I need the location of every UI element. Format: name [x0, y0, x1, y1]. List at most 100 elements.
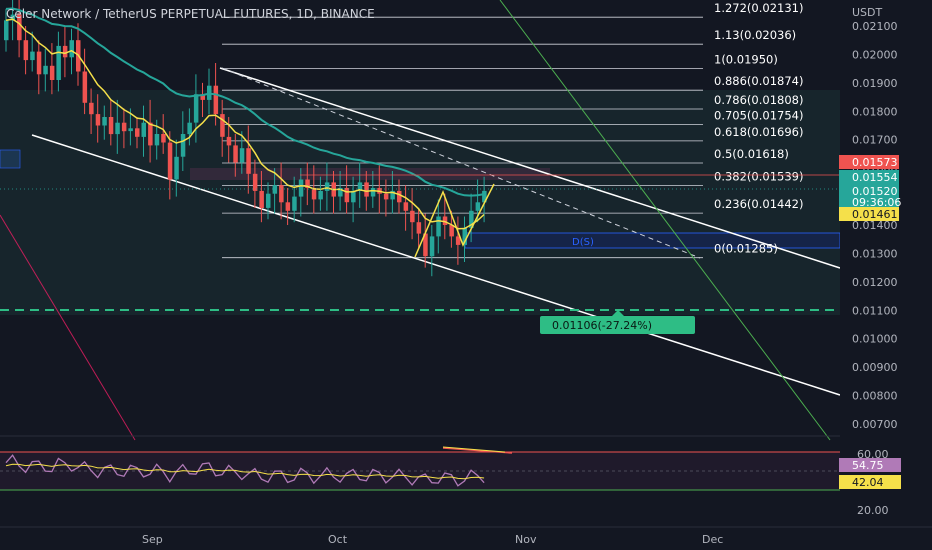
candle-body — [135, 128, 140, 137]
candle-body — [442, 216, 448, 225]
candle-body — [482, 190, 487, 203]
candle-body — [318, 190, 323, 200]
candle-body — [187, 122, 192, 135]
candle-body — [95, 114, 101, 126]
fib-label: 0.786(0.01808) — [714, 93, 803, 107]
price-tick: 0.01200 — [852, 276, 898, 289]
candle-body — [239, 148, 245, 163]
candle-body — [154, 134, 160, 146]
candle-body — [266, 193, 271, 208]
upper-price-tag — [839, 155, 899, 169]
price-ticks: 0.021000.020000.019000.018000.017000.016… — [852, 20, 898, 431]
candle-body — [148, 122, 153, 146]
fib-label: 1.13(0.02036) — [714, 28, 796, 42]
candle-body — [82, 71, 88, 103]
rsi-ma-tag — [839, 475, 901, 489]
price-tick: 0.01300 — [852, 247, 898, 260]
channel-lower-line[interactable] — [31, 134, 841, 396]
candle-body — [436, 216, 441, 237]
rsi-tick-20: 20.00 — [857, 504, 889, 517]
fib-label: 0.618(0.01696) — [714, 125, 803, 139]
price-tick: 0.01100 — [852, 304, 898, 317]
rsi-value-label: 54.75 — [852, 459, 884, 472]
candle-body — [410, 210, 415, 223]
candle-body — [475, 202, 481, 211]
price-tick: 0.01000 — [852, 333, 898, 346]
candle-body — [49, 65, 55, 80]
candle-body — [180, 134, 186, 157]
demand-zone-label: D(S) — [572, 237, 594, 248]
price-tick: 0.00800 — [852, 390, 898, 403]
time-label-dec: Dec — [702, 533, 723, 546]
ma-line — [5, 7, 485, 197]
candle-body — [108, 117, 114, 135]
zigzag-line — [414, 183, 495, 258]
candle-body — [305, 179, 310, 188]
candle-body — [423, 233, 428, 257]
price-tick: 0.02100 — [852, 20, 898, 33]
candle-body — [449, 225, 454, 237]
fib-label: 0.886(0.01874) — [714, 74, 803, 88]
rsi-value-tag — [839, 458, 901, 472]
pink-trend-line[interactable] — [0, 214, 136, 441]
price-tick: 0.01800 — [852, 105, 898, 118]
ma-price-tag — [839, 170, 899, 184]
channel-mid-dashed[interactable] — [221, 67, 701, 259]
time-label-nov: Nov — [515, 533, 537, 546]
candle-body — [56, 45, 61, 80]
candle-body — [383, 193, 389, 200]
candle-body — [10, 14, 16, 21]
candle-body — [30, 51, 35, 61]
target-label: 0.01106(-27.24%) — [552, 319, 652, 332]
last-price-label: 0.01520 — [852, 185, 898, 198]
countdown-label: 09:36:06 — [852, 196, 901, 209]
candle-body — [115, 122, 120, 135]
target-arrow-icon — [612, 310, 624, 316]
candle-body — [213, 85, 219, 115]
candle-body — [272, 185, 278, 194]
candle-body — [279, 185, 284, 203]
candle-body — [89, 102, 94, 115]
fib-label: 0.382(0.01539) — [714, 170, 803, 184]
candle-body — [220, 114, 225, 137]
fib-label: 0.5(0.01618) — [714, 147, 789, 161]
ema-price-label: 0.01461 — [852, 208, 898, 221]
ma-price-label: 0.01554 — [852, 171, 898, 184]
candle-body — [403, 202, 409, 211]
ema-price-tag — [839, 207, 899, 221]
candle-body — [121, 122, 127, 132]
candle-body — [370, 188, 376, 197]
candle-body — [69, 40, 74, 58]
channel-upper-line[interactable] — [219, 67, 841, 269]
candle-body — [397, 190, 402, 203]
candle-body — [324, 182, 330, 191]
rsi-ma-line — [5, 463, 485, 480]
fib-label: 1.272(0.02131) — [714, 1, 803, 15]
candle-body — [141, 122, 146, 137]
resistance-zone — [190, 168, 550, 180]
candle-body — [17, 14, 22, 41]
last-price-tag — [839, 184, 899, 208]
candle-body — [252, 173, 258, 191]
time-label-sep: Sep — [142, 533, 163, 546]
fib-label: 0.705(0.01754) — [714, 108, 803, 122]
price-tick: 0.01700 — [852, 134, 898, 147]
candle-body — [311, 188, 317, 200]
candle-body — [233, 145, 238, 163]
candle-body — [298, 179, 304, 197]
candle-body — [455, 236, 461, 245]
candle-body — [128, 128, 133, 132]
candle-body — [200, 94, 205, 100]
candle-body — [4, 20, 9, 41]
candle-body — [416, 222, 422, 234]
candle-body — [364, 182, 369, 197]
candle-body — [462, 227, 467, 245]
candle-body — [390, 190, 395, 200]
green-trend-line[interactable] — [499, 0, 831, 441]
candle-body — [259, 190, 264, 208]
fib-label: 0.236(0.01442) — [714, 197, 803, 211]
rsi-line — [5, 454, 485, 487]
rsi-divergence-line — [442, 447, 513, 454]
chart-title: Celer Network / TetherUS PERPETUAL FUTUR… — [6, 7, 375, 21]
